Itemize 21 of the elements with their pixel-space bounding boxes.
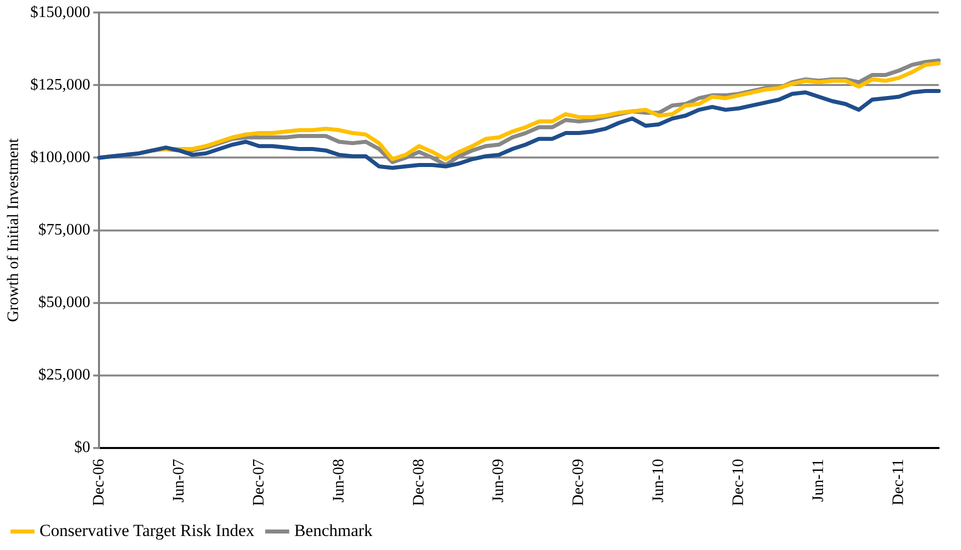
legend-label: Benchmark <box>294 520 374 540</box>
x-tick-label: Dec-11 <box>890 458 908 506</box>
x-tick-label: Dec-08 <box>410 458 428 506</box>
x-tick-label: Jun-09 <box>490 458 508 502</box>
x-tick-label: Dec-06 <box>90 458 108 506</box>
x-tick-label: Jun-08 <box>330 458 348 502</box>
y-tick-label: $50,000 <box>38 294 90 312</box>
y-axis-title: Growth of Initial Investment <box>4 138 22 322</box>
legend-label: Conservative Target Risk Index <box>40 520 255 540</box>
y-tick-label: $100,000 <box>30 148 90 166</box>
x-tick-label: Dec-07 <box>250 458 268 506</box>
y-tick-label: $75,000 <box>38 221 90 238</box>
x-tick-label: Dec-10 <box>730 458 748 506</box>
y-tick-label: $125,000 <box>30 76 90 94</box>
x-tick-label: Dec-09 <box>570 458 588 506</box>
x-tick-label: Jun-11 <box>810 458 828 502</box>
y-tick-label: $0 <box>74 439 90 456</box>
y-tick-label: $25,000 <box>38 366 90 384</box>
x-tick-label: Jun-07 <box>170 458 188 502</box>
y-tick-label: $150,000 <box>30 4 90 21</box>
x-tick-label: Jun-10 <box>650 458 668 502</box>
